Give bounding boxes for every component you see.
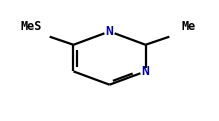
Text: N: N bbox=[106, 25, 113, 38]
Text: N: N bbox=[141, 65, 150, 78]
Text: Me: Me bbox=[181, 19, 195, 33]
Text: MeS: MeS bbox=[20, 19, 41, 33]
